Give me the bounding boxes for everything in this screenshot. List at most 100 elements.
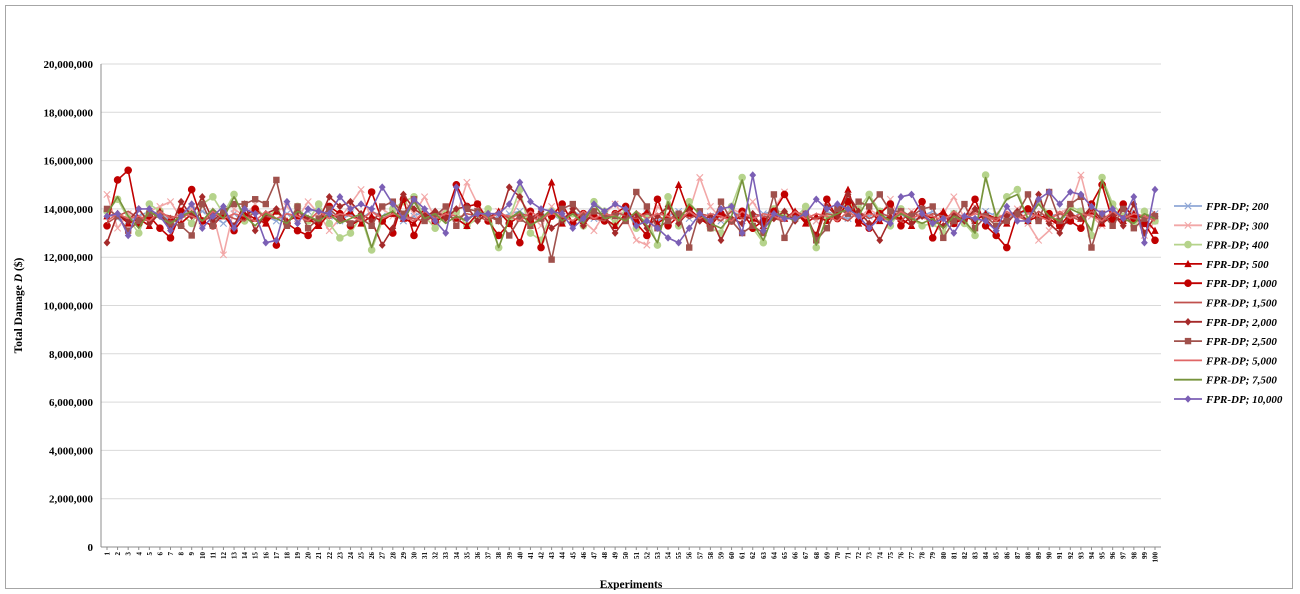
data-point bbox=[622, 205, 630, 213]
data-point bbox=[389, 200, 397, 208]
data-point bbox=[220, 202, 227, 211]
data-point bbox=[876, 191, 883, 198]
data-point bbox=[400, 214, 407, 223]
data-point bbox=[252, 196, 259, 203]
data-point bbox=[400, 190, 407, 199]
data-point bbox=[908, 190, 915, 199]
data-point bbox=[865, 203, 873, 210]
data-point bbox=[569, 224, 577, 233]
data-point bbox=[495, 209, 503, 218]
data-point bbox=[1151, 212, 1159, 220]
data-point bbox=[410, 219, 418, 227]
x-tick-label: 32 bbox=[432, 552, 440, 560]
y-tick-label: 12,000,000 bbox=[44, 252, 94, 264]
x-tick-label: 67 bbox=[802, 552, 810, 560]
legend-entry: FPR-DP; 1,000 bbox=[1174, 278, 1277, 290]
data-point bbox=[272, 205, 280, 213]
y-tick-label: 6,000,000 bbox=[49, 397, 94, 409]
data-point bbox=[294, 219, 301, 228]
x-tick-label: 62 bbox=[749, 552, 757, 560]
x-tick-label: 25 bbox=[358, 552, 366, 560]
x-tick-label: 97 bbox=[1120, 552, 1128, 560]
data-point bbox=[463, 205, 471, 213]
x-tick-label: 46 bbox=[580, 552, 588, 560]
data-point bbox=[686, 244, 693, 251]
data-point bbox=[453, 222, 460, 230]
data-point bbox=[1066, 188, 1074, 196]
data-point bbox=[1024, 191, 1032, 198]
data-point bbox=[908, 212, 915, 220]
data-point bbox=[632, 236, 640, 244]
data-point bbox=[950, 217, 958, 225]
data-point bbox=[643, 241, 651, 249]
data-point bbox=[230, 224, 238, 233]
data-point bbox=[251, 209, 259, 218]
data-point bbox=[199, 200, 206, 208]
data-point bbox=[315, 207, 323, 216]
data-point bbox=[950, 193, 958, 201]
data-point bbox=[865, 219, 873, 228]
data-point bbox=[971, 214, 979, 223]
legend-label: FPR-DP; 2,500 bbox=[1205, 336, 1277, 348]
legend-label: FPR-DP; 1,000 bbox=[1205, 278, 1277, 290]
data-point bbox=[1130, 200, 1138, 208]
data-point bbox=[315, 215, 322, 222]
x-tick-label: 98 bbox=[1130, 552, 1138, 560]
data-point bbox=[812, 195, 820, 204]
data-point bbox=[548, 224, 556, 233]
data-point bbox=[198, 193, 206, 201]
data-point bbox=[876, 214, 884, 223]
legend-entry: FPR-DP; 10,000 bbox=[1174, 394, 1283, 406]
x-tick-label: 45 bbox=[569, 552, 577, 560]
x-tick-label: 18 bbox=[283, 552, 291, 560]
data-point bbox=[801, 202, 810, 211]
data-point bbox=[314, 200, 323, 208]
data-point bbox=[527, 214, 534, 223]
data-point bbox=[400, 210, 407, 217]
data-point bbox=[1120, 205, 1127, 213]
data-point bbox=[527, 197, 534, 206]
x-tick-label: 23 bbox=[336, 552, 344, 560]
data-point bbox=[675, 219, 683, 228]
data-point bbox=[357, 185, 365, 194]
data-point bbox=[156, 212, 164, 220]
y-tick-label: 20,000,000 bbox=[44, 59, 94, 71]
data-point bbox=[844, 185, 852, 193]
data-point bbox=[770, 191, 778, 198]
data-point bbox=[420, 193, 429, 201]
x-tick-label: 12 bbox=[220, 552, 228, 560]
data-point bbox=[1034, 236, 1043, 244]
x-tick-label: 22 bbox=[326, 552, 334, 560]
data-point bbox=[844, 190, 852, 199]
x-tick-label: 27 bbox=[379, 552, 387, 560]
data-point bbox=[442, 214, 450, 223]
data-point bbox=[135, 217, 142, 225]
data-point bbox=[293, 226, 302, 235]
data-point bbox=[950, 229, 958, 237]
data-point bbox=[463, 178, 471, 186]
data-point bbox=[1119, 222, 1127, 230]
y-tick-label: 14,000,000 bbox=[44, 204, 94, 216]
series-line bbox=[106, 174, 1156, 244]
data-point bbox=[219, 219, 228, 227]
data-point bbox=[1066, 209, 1074, 218]
x-tick-label: 68 bbox=[813, 552, 821, 560]
data-point bbox=[929, 203, 936, 210]
data-point bbox=[1045, 188, 1053, 196]
data-point bbox=[516, 193, 524, 201]
x-tick-label: 19 bbox=[294, 552, 302, 560]
data-point bbox=[325, 209, 333, 218]
x-tick-label: 33 bbox=[442, 552, 450, 560]
data-point bbox=[272, 236, 280, 245]
data-point bbox=[336, 202, 344, 211]
data-point bbox=[304, 225, 312, 232]
x-tick-label: 71 bbox=[845, 552, 853, 560]
data-point bbox=[781, 234, 788, 242]
x-tick-label: 5 bbox=[146, 552, 154, 556]
data-point bbox=[505, 200, 513, 208]
data-point bbox=[813, 237, 820, 244]
data-point bbox=[378, 183, 386, 191]
data-point bbox=[103, 190, 111, 198]
x-tick-label: 6 bbox=[156, 552, 164, 556]
data-point bbox=[886, 200, 895, 208]
